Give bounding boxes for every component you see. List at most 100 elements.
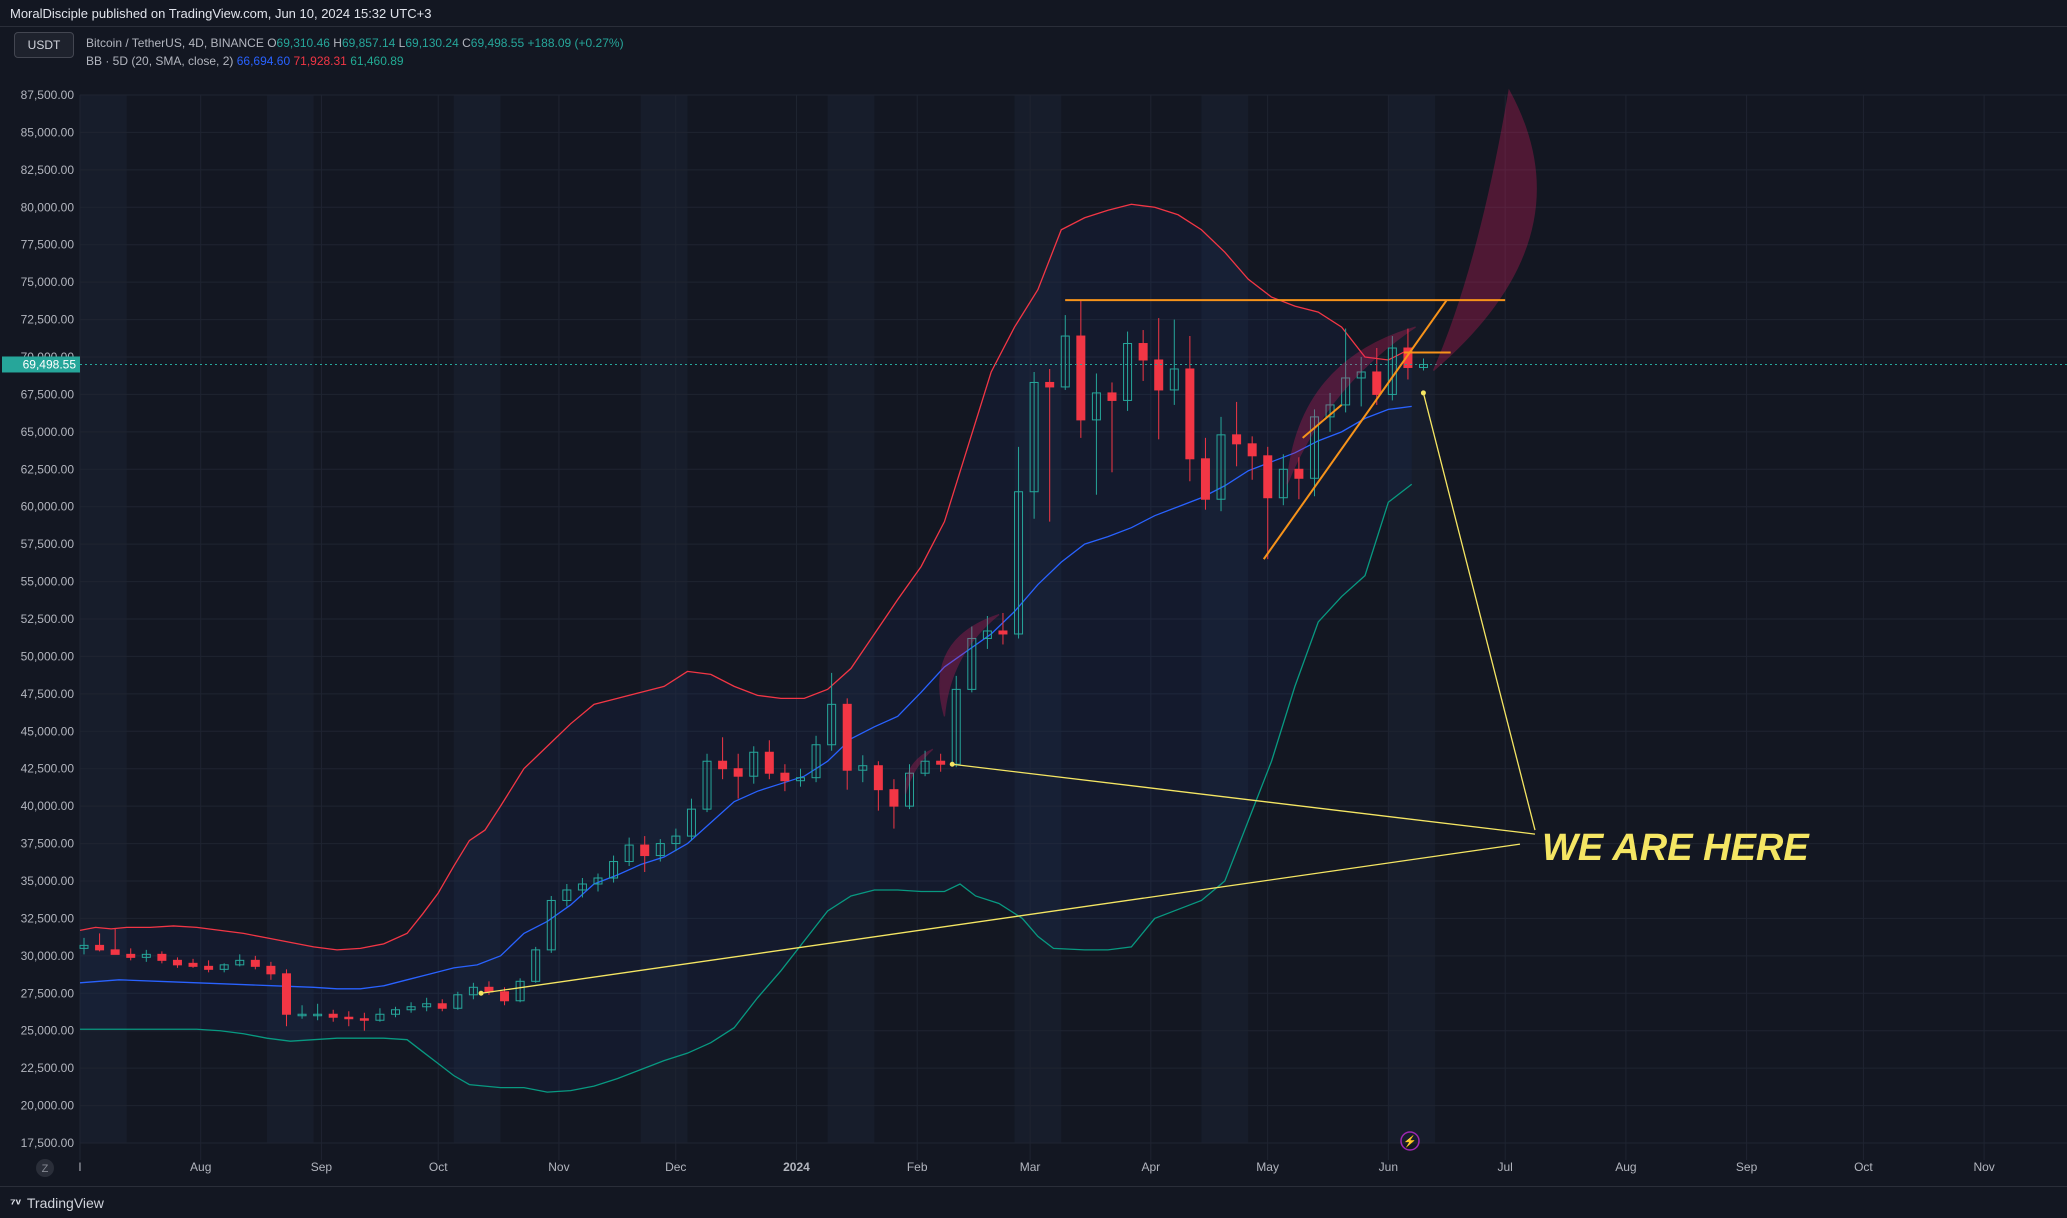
candle-body <box>344 1016 354 1020</box>
candle-body <box>328 1013 338 1018</box>
ohlc-legend-row: Bitcoin / TetherUS, 4D, BINANCE O69,310.… <box>86 34 624 52</box>
projection-arc-main[interactable] <box>1432 88 1537 371</box>
candle-body <box>998 630 1008 635</box>
symbol-currency-button[interactable]: USDT <box>14 32 74 58</box>
change-value: +188.09 (+0.27%) <box>527 36 624 50</box>
candle-body <box>562 889 572 901</box>
price-tick-label: 40,000.00 <box>21 799 75 813</box>
projection-arc-feb[interactable] <box>939 613 1000 717</box>
price-tick-label: 20,000.00 <box>21 1099 75 1113</box>
lightning-event-icon[interactable] <box>1400 1131 1420 1151</box>
candle-body <box>1216 434 1226 500</box>
candle-body <box>204 965 214 970</box>
candle-body <box>842 703 852 771</box>
candle-body <box>95 944 105 951</box>
publish-header: MoralDisciple published on TradingView.c… <box>0 0 2067 26</box>
price-chart[interactable]: WE ARE HERE ⚡ 17,500.00 20,000.00 22,500.00… <box>0 0 2067 1186</box>
bb-lower-line <box>80 483 1413 1093</box>
price-tick-label: 60,000.00 <box>21 500 75 514</box>
candle-body <box>126 953 136 958</box>
price-tick-label: 57,500.00 <box>21 537 75 551</box>
candle-body <box>79 944 89 949</box>
time-tick-label: Dec <box>665 1160 686 1174</box>
candle-body <box>920 760 930 774</box>
candle-body <box>157 953 167 961</box>
candle-body <box>671 835 681 845</box>
close-value: 69,498.55 <box>470 36 525 50</box>
candle-body <box>593 877 603 885</box>
arrow-line-oct <box>480 843 1521 994</box>
bb-basis-value: 66,694.60 <box>236 54 291 68</box>
time-tick-label: Sep <box>311 1160 333 1174</box>
price-tick-label: 35,000.00 <box>21 874 75 888</box>
candle-body <box>1372 371 1382 395</box>
price-tick-label: 52,500.00 <box>21 612 75 626</box>
bb-upper-line <box>79 203 1413 951</box>
time-tick-label: Jul <box>1497 1160 1512 1174</box>
candle-body <box>1045 381 1055 388</box>
candle-body <box>780 772 790 782</box>
time-tick-label: Aug <box>1615 1160 1636 1174</box>
candle-body <box>1356 371 1366 379</box>
candle-body <box>624 844 634 863</box>
candle-body <box>702 760 712 810</box>
small-trend-segment[interactable] <box>1302 404 1343 439</box>
open-label: O <box>267 36 277 50</box>
bb-legend-row: BB · 5D (20, SMA, close, 2) 66,694.60 71… <box>86 52 624 70</box>
arrow-tip <box>478 990 484 996</box>
tradingview-brand: ⁷ᵛ TradingView <box>10 1195 104 1211</box>
open-value: 69,310.46 <box>276 36 330 50</box>
candle-body <box>1263 455 1273 499</box>
price-tick-label: 85,000.00 <box>21 125 75 139</box>
bb-indicator-title[interactable]: BB · 5D (20, SMA, close, 2) <box>86 54 234 68</box>
price-tick-label: 27,500.00 <box>21 986 75 1000</box>
candle-body <box>500 991 510 1002</box>
candle-body <box>1060 335 1070 388</box>
candle-body <box>609 861 619 879</box>
low-value: 69,130.24 <box>405 36 459 50</box>
candle-body <box>1185 368 1195 460</box>
candle-body <box>453 994 463 1009</box>
timezone-button[interactable] <box>36 1159 54 1177</box>
we-are-here-label[interactable]: WE ARE HERE <box>1542 827 1810 869</box>
symbol-title[interactable]: Bitcoin / TetherUS, 4D, BINANCE <box>86 36 264 50</box>
candle-body <box>873 765 883 791</box>
tradingview-logo-icon: ⁷ᵛ <box>10 1195 21 1211</box>
candle-body <box>266 965 276 975</box>
candle-body <box>1278 468 1288 499</box>
candle-body <box>795 777 805 782</box>
candles <box>79 300 1429 1031</box>
bb-upper-value: 71,928.31 <box>293 54 347 68</box>
price-tick-label: 45,000.00 <box>21 724 75 738</box>
candle-body <box>1169 368 1179 391</box>
price-tick-label: 62,500.00 <box>21 462 75 476</box>
candle-body <box>141 953 151 958</box>
bb-lower-value: 61,460.89 <box>350 54 404 68</box>
time-tick-label: May <box>1256 1160 1279 1174</box>
candle-body <box>1403 347 1413 368</box>
brand-text: TradingView <box>26 1195 104 1211</box>
chart-frame[interactable] <box>0 26 2067 1187</box>
arrow-tip <box>949 761 955 767</box>
time-axis: l Aug Sep Oct Nov Dec 2024 Feb Mar Apr May Jun Jul Au… <box>36 1159 1995 1177</box>
last-price-tag-text: 69,498.55 <box>23 357 77 371</box>
price-tick-label: 17,500.00 <box>21 1136 75 1150</box>
price-tick-label: 55,000.00 <box>21 575 75 589</box>
candle-body <box>811 744 821 779</box>
price-tick-label: 25,000.00 <box>21 1024 75 1038</box>
candle-body <box>718 760 728 770</box>
candle-body <box>313 1013 323 1017</box>
candle-body <box>1029 381 1039 493</box>
candle-body <box>281 973 291 1015</box>
candle-body <box>250 959 260 967</box>
projection-arc-jan[interactable] <box>904 748 934 795</box>
price-tick-label: 77,500.00 <box>21 238 75 252</box>
candle-body <box>188 962 198 967</box>
rising-trendline[interactable] <box>1262 299 1448 560</box>
candle-body <box>749 751 759 777</box>
candle-body <box>437 1003 447 1009</box>
candle-body <box>1419 363 1429 368</box>
price-tick-label: 32,500.00 <box>21 911 75 925</box>
candle-body <box>110 949 120 955</box>
candle-body <box>655 843 665 857</box>
